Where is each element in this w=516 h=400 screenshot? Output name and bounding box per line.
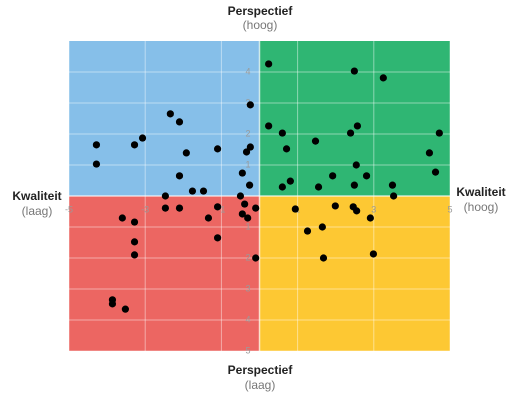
point [265,60,273,68]
y-tick-label: 1 [245,221,250,231]
point [92,141,101,149]
point [353,207,361,215]
point [238,169,246,177]
point [204,214,213,222]
point [291,205,299,213]
point [278,129,286,137]
top-label: Perspectief [228,4,294,18]
point [346,129,355,137]
point [265,122,273,130]
point [352,161,360,169]
point [350,181,358,189]
point [331,202,339,210]
right-label: Kwaliteit [456,185,505,199]
point [130,251,139,259]
x-tick-label: 3 [371,204,376,214]
point [369,250,378,258]
point [246,101,254,109]
point [278,183,286,191]
point [282,145,291,153]
y-tick-label: 2 [245,128,250,138]
x-tick-label: -5 [65,204,73,214]
right-sublabel: (hoog) [464,200,499,214]
point [431,168,440,176]
point [329,172,337,180]
point [121,305,129,313]
point [303,227,312,235]
point [118,214,126,222]
point [199,187,208,195]
point [130,218,139,226]
x-tick-label: 5 [447,204,452,214]
point [390,192,398,200]
quadrant [259,41,450,196]
bottom-sublabel: (laag) [245,378,276,392]
x-tick-label: -1 [217,204,225,214]
point [238,210,246,218]
point [242,148,251,156]
y-tick-label: 4 [245,314,250,324]
point [311,137,320,145]
point [213,145,222,153]
point [241,200,249,208]
point [353,122,362,130]
point [175,172,184,180]
y-tick-label: 1 [245,159,250,169]
point [130,141,139,149]
point [388,181,397,189]
point [319,254,328,262]
point [213,234,222,242]
point [350,67,358,75]
point [182,149,190,157]
point [161,204,169,212]
bottom-label: Perspectief [228,363,294,377]
point [244,214,252,222]
left-label: Kwaliteit [12,189,61,203]
top-sublabel: (hoog) [243,18,278,32]
point [175,204,184,212]
point [252,204,260,212]
point [236,192,245,200]
point [138,134,147,142]
point [245,181,254,189]
quadrant [69,41,260,196]
point [213,203,222,211]
point [252,254,260,262]
point [130,238,139,246]
y-tick-label: 4 [245,66,250,76]
point [166,110,174,118]
quadrant [259,196,450,351]
point [425,149,434,157]
point [362,172,371,180]
y-tick-label: 5 [245,345,250,355]
point [435,129,443,137]
y-tick-label: 3 [245,283,250,293]
point [246,143,254,151]
quadrant [69,196,260,351]
x-tick-label: -3 [141,204,149,214]
left-sublabel: (laag) [22,204,53,218]
point [314,183,323,191]
point [92,160,101,168]
point [161,192,169,200]
point [108,300,117,308]
point [318,223,326,231]
point [286,177,294,185]
point [188,187,197,195]
point [175,118,184,126]
y-tick-label: 2 [245,252,250,262]
point [379,74,387,82]
point [366,214,374,222]
